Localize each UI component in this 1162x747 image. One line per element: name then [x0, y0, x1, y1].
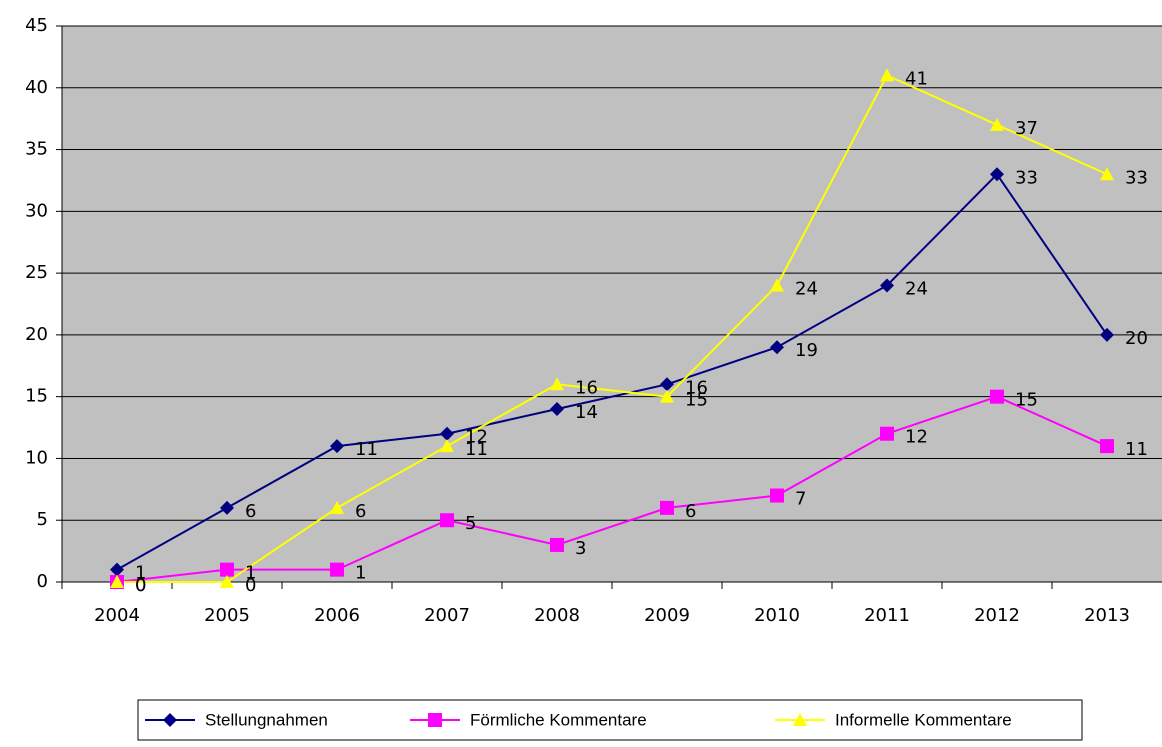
data-label: 7	[795, 489, 806, 510]
x-tick-label: 2012	[974, 605, 1020, 626]
y-tick-label: 35	[25, 139, 48, 160]
data-label: 5	[465, 513, 476, 534]
data-point	[1100, 327, 1114, 342]
data-label: 16	[575, 377, 598, 398]
data-point	[220, 562, 234, 577]
data-point	[550, 377, 564, 391]
x-tick-label: 2007	[424, 605, 470, 626]
x-tick-label: 2008	[534, 605, 580, 626]
data-point	[440, 439, 454, 453]
data-label: 12	[905, 427, 928, 448]
data-label: 15	[1015, 390, 1038, 411]
y-tick-label: 25	[25, 262, 48, 283]
data-label: 12	[465, 427, 488, 448]
y-tick-label: 40	[25, 77, 48, 98]
data-point	[440, 426, 454, 441]
data-label: 1	[135, 563, 146, 584]
data-label: 0	[245, 575, 256, 596]
data-label: 11	[465, 439, 488, 460]
data-label: 3	[575, 538, 586, 559]
data-label: 6	[685, 501, 696, 522]
legend-label: Stellungnahmen	[205, 710, 328, 729]
data-point	[660, 377, 674, 392]
data-point	[770, 278, 784, 292]
data-point	[770, 340, 784, 355]
legend-marker	[793, 713, 807, 726]
data-point	[880, 68, 894, 82]
data-point	[220, 575, 234, 588]
data-point	[550, 402, 564, 417]
data-label: 11	[1125, 439, 1148, 460]
data-label: 24	[905, 278, 928, 299]
data-label: 0	[135, 575, 146, 596]
x-tick-label: 2011	[864, 605, 910, 626]
data-label: 1	[355, 563, 366, 584]
data-point	[550, 537, 564, 552]
data-label: 6	[245, 501, 256, 522]
y-tick-label: 30	[25, 200, 48, 221]
legend-label: Förmliche Kommentare	[470, 710, 647, 729]
data-label: 1	[245, 563, 256, 584]
data-point	[1100, 439, 1114, 454]
data-point	[440, 513, 454, 528]
data-point	[880, 426, 894, 441]
data-point	[990, 117, 1004, 131]
y-tick-label: 20	[25, 324, 48, 345]
y-tick-label: 5	[37, 509, 48, 530]
x-tick-label: 2010	[754, 605, 800, 626]
data-point	[110, 562, 124, 577]
y-tick-label: 15	[25, 386, 48, 407]
series-line	[116, 172, 1108, 571]
data-point	[330, 500, 344, 514]
x-tick-label: 2013	[1084, 605, 1130, 626]
series-line	[117, 74, 1108, 583]
data-point	[990, 167, 1004, 182]
data-label: 19	[795, 340, 818, 361]
data-label: 6	[355, 501, 366, 522]
data-point	[220, 500, 234, 515]
data-label: 24	[795, 278, 818, 299]
data-label: 16	[685, 377, 708, 398]
data-point	[330, 439, 344, 454]
y-tick-label: 45	[25, 15, 48, 36]
legend-marker	[428, 713, 442, 727]
x-tick-label: 2009	[644, 605, 690, 626]
legend-box	[137, 699, 1083, 741]
data-point	[110, 575, 124, 588]
data-point	[990, 389, 1004, 404]
data-point	[880, 278, 894, 293]
data-label: 15	[685, 390, 708, 411]
x-tick-label: 2005	[204, 605, 250, 626]
data-point	[660, 500, 674, 515]
data-point	[770, 488, 784, 503]
data-label: 33	[1015, 167, 1038, 188]
x-tick-label: 2006	[314, 605, 360, 626]
data-label: 0	[135, 575, 146, 596]
data-point	[660, 389, 674, 403]
data-label: 37	[1015, 118, 1038, 139]
plot-area	[62, 26, 1162, 582]
y-tick-label: 10	[25, 447, 48, 468]
legend-marker	[163, 713, 177, 727]
x-tick-label: 2004	[94, 605, 140, 626]
data-label: 20	[1125, 328, 1148, 349]
data-point	[1100, 167, 1114, 181]
data-label: 33	[1125, 167, 1148, 188]
data-label: 14	[575, 402, 598, 423]
legend-label: Informelle Kommentare	[835, 710, 1012, 729]
y-tick-label: 0	[37, 571, 48, 592]
data-label: 41	[905, 68, 928, 89]
series-line	[116, 395, 1108, 583]
data-label: 11	[355, 439, 378, 460]
data-point	[330, 562, 344, 577]
